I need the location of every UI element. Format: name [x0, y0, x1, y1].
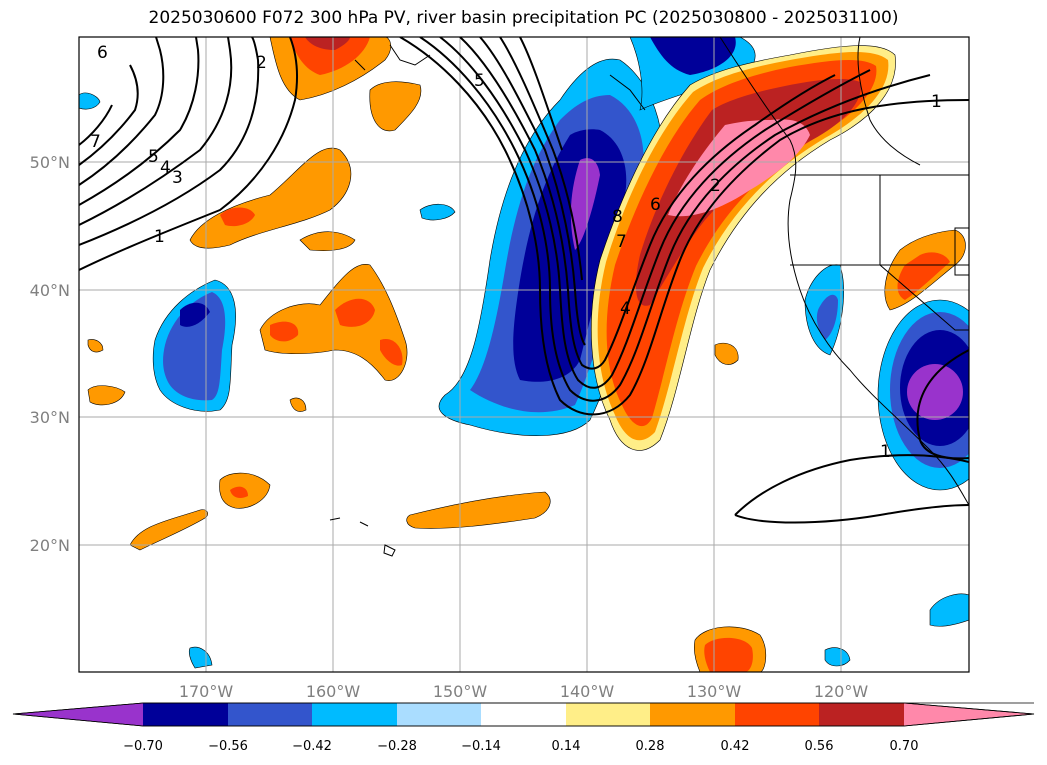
positive-patches-north-pacific: [87, 37, 767, 672]
colorbar-tick: −0.14: [461, 739, 501, 754]
contour-label: 7: [616, 232, 627, 252]
colorbar-tick: 0.70: [890, 739, 919, 754]
colorbar-tick: 0.42: [721, 739, 750, 754]
colorbar-segment: [397, 703, 481, 726]
lat-label-50n: 50°N: [30, 153, 70, 172]
colorbar-segment: [566, 703, 650, 726]
lon-label-120w: 120°W: [814, 682, 869, 701]
colorbar-tick: −0.70: [123, 739, 163, 754]
colorbar-segment: [143, 703, 228, 726]
colorbar-extend-high: [904, 703, 1034, 726]
map-frame: [78, 36, 970, 673]
colorbar-tick: −0.56: [208, 739, 248, 754]
contour-label: 4: [620, 299, 631, 319]
contour-label: 1: [931, 92, 942, 112]
contour-label: 6: [97, 43, 108, 63]
colorbar-tick: −0.28: [377, 739, 417, 754]
contour-label: 8: [612, 207, 623, 227]
lon-label-150w: 150°W: [433, 682, 488, 701]
contour-label: 4: [160, 158, 171, 178]
colorbar-segment: [819, 703, 904, 726]
contour-label: 1: [880, 442, 891, 462]
contour-label: 2: [710, 176, 721, 196]
lon-label-130w: 130°W: [687, 682, 742, 701]
colorbar-segment: [650, 703, 735, 726]
colorbar-segment: [481, 703, 566, 726]
colorbar-segment: [312, 703, 397, 726]
colorbar-extend-low: [13, 703, 143, 726]
lat-label-20n: 20°N: [30, 536, 70, 555]
map-plot-area: 6 7 5 4 3 1 2 5 8 6 7 4 2 1 1: [79, 37, 969, 672]
pv-contours: [79, 37, 969, 524]
contour-labels: 6 7 5 4 3 1 2 5 8 6 7 4 2 1 1: [90, 43, 942, 462]
colorbar-tick: 0.14: [552, 739, 581, 754]
contour-label: 6: [650, 195, 661, 215]
longitude-labels: 170°W 160°W 150°W 140°W 130°W 120°W: [179, 682, 869, 701]
contour-label: 2: [256, 53, 267, 73]
lon-label-160w: 160°W: [306, 682, 361, 701]
colorbar-tick: 0.56: [805, 739, 834, 754]
colorbar-tick: 0.28: [636, 739, 665, 754]
lat-label-40n: 40°N: [30, 281, 70, 300]
colorbar-segment: [735, 703, 819, 726]
colorbar: −0.70 −0.56 −0.42 −0.28 −0.14 0.14 0.28 …: [12, 702, 1035, 754]
contour-label: 5: [474, 71, 485, 91]
lat-label-30n: 30°N: [30, 408, 70, 427]
lon-label-140w: 140°W: [560, 682, 615, 701]
contour-label: 1: [154, 227, 165, 247]
colorbar-ticks: −0.70 −0.56 −0.42 −0.28 −0.14 0.14 0.28 …: [123, 739, 918, 754]
colorbar-tick: −0.42: [292, 739, 332, 754]
negative-blob-southwest-us: [804, 264, 969, 491]
map-title: 2025030600 F072 300 hPa PV, river basin …: [148, 8, 899, 28]
contour-label: 3: [172, 168, 183, 188]
graticule: [79, 37, 969, 672]
colorbar-segment: [228, 703, 312, 726]
contour-label: 7: [90, 132, 101, 152]
negative-patches-central-pacific: [79, 92, 969, 669]
lon-label-170w: 170°W: [179, 682, 234, 701]
contour-label: 5: [148, 147, 159, 167]
latitude-labels: 50°N 40°N 30°N 20°N: [30, 153, 70, 555]
